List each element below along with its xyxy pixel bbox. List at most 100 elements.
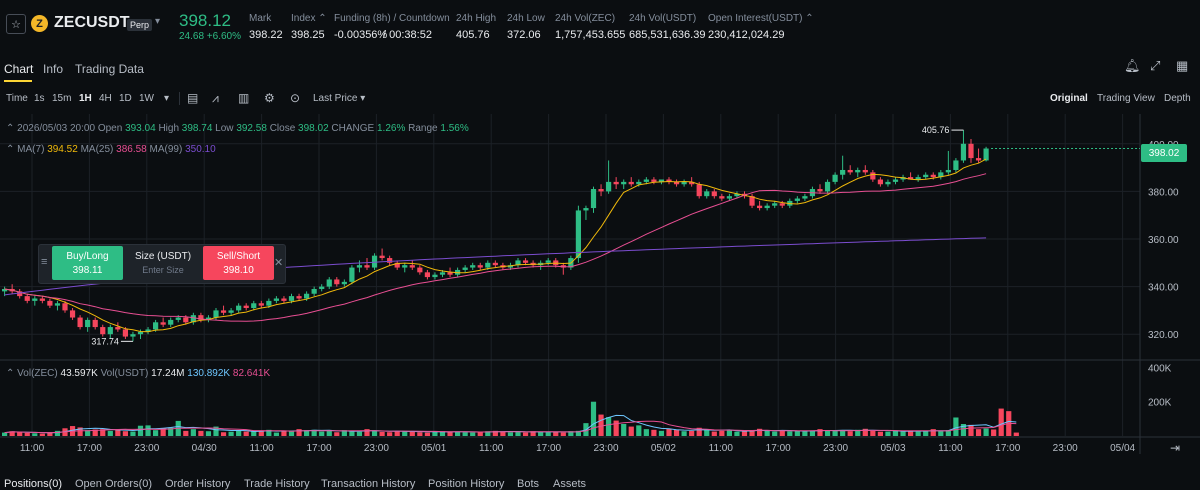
time-label[interactable]: Time: [6, 93, 28, 104]
volume-bar: [847, 431, 853, 436]
interval-15m[interactable]: 15m: [52, 93, 72, 104]
settings-icon[interactable]: ⚙: [264, 91, 275, 105]
volume-bar: [877, 431, 883, 436]
candle-body: [953, 160, 959, 170]
close-icon[interactable]: ✕: [274, 257, 284, 269]
chart-canvas[interactable]: 400.00380.00360.00340.00320.00400K200K11…: [0, 114, 1200, 464]
interval-4h[interactable]: 4H: [99, 93, 112, 104]
candle-body: [24, 296, 30, 301]
price-type-label: Last Price: [313, 93, 358, 104]
collapse-icon[interactable]: ⌃: [6, 144, 15, 155]
tab-open-orders[interactable]: Open Orders(0): [75, 478, 153, 490]
drag-handle-icon[interactable]: ≡: [41, 256, 48, 268]
volume-bar: [32, 433, 38, 436]
tab-chart[interactable]: Chart: [4, 62, 34, 76]
candle-body: [432, 274, 438, 278]
candlestick-chart[interactable]: 400.00380.00360.00340.00320.00400K200K11…: [0, 114, 1200, 464]
volume-bar: [394, 431, 400, 436]
ohlc-date: 2026/05/03 20:00: [17, 123, 96, 134]
candle-body: [462, 267, 468, 270]
volume-bar: [930, 429, 936, 436]
volume-bar: [628, 426, 634, 436]
volume-bar: [160, 428, 166, 436]
size-label: Size (USDT): [134, 251, 192, 262]
tab-transaction-history[interactable]: Transaction History: [321, 478, 416, 490]
volume-bar: [77, 427, 83, 436]
tab-bots[interactable]: Bots: [517, 478, 540, 490]
candle-body: [862, 169, 868, 173]
low-value: 392.58: [236, 123, 267, 134]
candle-body: [371, 255, 378, 268]
time-tick-label: 17:00: [766, 443, 791, 454]
interval-1s[interactable]: 1s: [34, 93, 45, 104]
tab-info[interactable]: Info: [43, 62, 64, 76]
tab-trading-data[interactable]: Trading Data: [75, 62, 144, 76]
candle-body: [575, 210, 581, 259]
sell-short-button[interactable]: Sell/Short 398.10: [203, 246, 274, 280]
interval-dropdown-icon[interactable]: ▾: [164, 93, 170, 104]
volume-bar: [251, 431, 257, 436]
buy-label: Buy/Long: [66, 250, 109, 262]
interval-1h[interactable]: 1H: [79, 93, 92, 104]
tab-position-history[interactable]: Position History: [428, 478, 505, 490]
interval-1w[interactable]: 1W: [139, 93, 154, 104]
candle-body: [666, 179, 672, 182]
volume-bar: [85, 430, 91, 436]
size-input[interactable]: Size (USDT) Enter Size: [124, 246, 202, 280]
chart-style-icon[interactable]: ▥: [238, 91, 250, 105]
volume-bar: [757, 428, 763, 436]
chevron-down-icon[interactable]: ▾: [155, 16, 161, 27]
favorite-star-icon[interactable]: ☆: [6, 14, 26, 34]
tab-assets[interactable]: Assets: [553, 478, 587, 490]
volume-bar: [991, 429, 997, 436]
collapse-icon[interactable]: ⌃: [6, 123, 15, 134]
candle-body: [107, 327, 113, 335]
candle-body: [394, 262, 400, 268]
collapse-icon[interactable]: ⌃: [6, 368, 15, 379]
tab-order-history[interactable]: Order History: [165, 478, 231, 490]
ma99-label: MA(99): [149, 144, 183, 155]
bell-icon[interactable]: 🔔︎: [1124, 58, 1141, 73]
time-tick-label: 11:00: [479, 443, 504, 454]
candle-body: [198, 315, 204, 320]
volume-bar: [424, 432, 430, 436]
candle-body: [817, 189, 823, 192]
price-type-select[interactable]: Last Price ▾: [313, 93, 366, 104]
volume-bar: [470, 432, 476, 436]
vol-zec-label: Vol(ZEC): [17, 368, 58, 379]
interval-1d[interactable]: 1D: [119, 93, 132, 104]
view-trading-view[interactable]: Trading View: [1097, 93, 1155, 104]
volume-bar: [54, 430, 61, 436]
tab-positions[interactable]: Positions(0): [4, 478, 63, 490]
scroll-to-latest-icon[interactable]: ⇥: [1170, 441, 1180, 455]
volume-bar: [998, 408, 1004, 436]
range-label: Range: [408, 123, 438, 134]
candle-body: [960, 143, 967, 161]
volume-legend: ⌃ Vol(ZEC) 43.597K Vol(USDT) 17.24M 130.…: [6, 368, 270, 379]
candle-body: [824, 181, 831, 192]
candle-body: [409, 265, 415, 268]
buy-long-button[interactable]: Buy/Long 398.11: [52, 246, 123, 280]
volume-bar: [190, 429, 196, 436]
grid-icon[interactable]: ▦: [1176, 58, 1189, 73]
view-original[interactable]: Original: [1050, 93, 1088, 104]
volume-bar: [243, 431, 249, 436]
indicator-icon[interactable]: ⩘: [212, 91, 219, 105]
tab-trade-history[interactable]: Trade History: [244, 478, 310, 490]
volume-bar: [183, 430, 189, 436]
price-tick-label: 360.00: [1148, 235, 1179, 246]
stat-mark-label: Mark: [249, 13, 272, 24]
volume-bar: [741, 431, 748, 436]
stat-oi-label[interactable]: Open Interest(USDT) ⌃: [708, 13, 814, 24]
volume-bar: [288, 431, 295, 436]
expand-icon[interactable]: ⤢: [1150, 58, 1161, 73]
candle-body: [236, 305, 242, 311]
volume-bar: [711, 431, 717, 436]
calendar-icon[interactable]: ▤: [187, 91, 199, 105]
play-icon[interactable]: ⊙: [290, 91, 301, 105]
stat-index-label[interactable]: Index ⌃: [291, 13, 327, 24]
view-depth[interactable]: Depth: [1164, 93, 1191, 104]
symbol-name[interactable]: ZECUSDT: [54, 14, 130, 31]
volume-bar: [553, 431, 559, 436]
candle-body: [296, 296, 302, 299]
